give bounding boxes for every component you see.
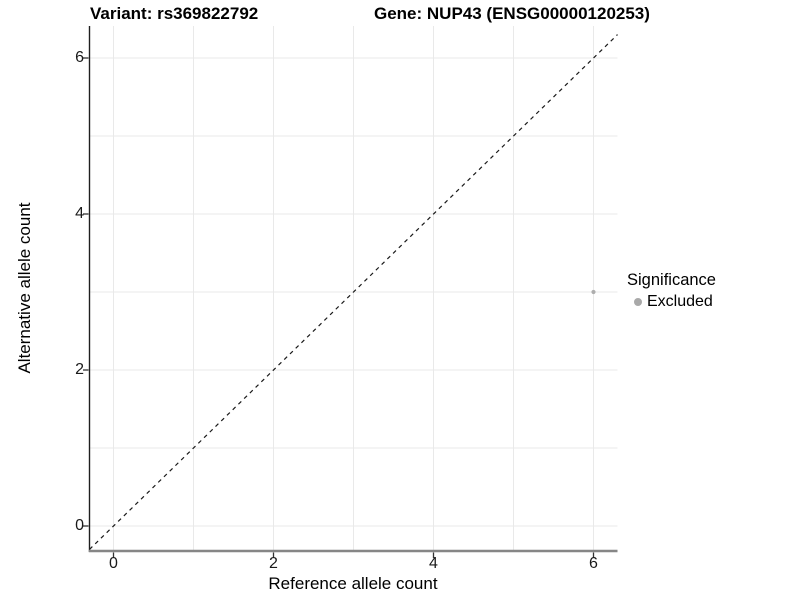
- plot-title-variant: Variant: rs369822792: [90, 4, 259, 23]
- data-point: [591, 289, 596, 295]
- x-tick-label-6: 6: [589, 555, 598, 572]
- legend-item-label: Excluded: [647, 293, 713, 310]
- x-tick-label-4: 4: [429, 555, 438, 572]
- y-tick-label-0: 0: [75, 517, 84, 534]
- y-tick-label-6: 6: [75, 49, 84, 66]
- plot-title-gene: Gene: NUP43 (ENSG00000120253): [374, 4, 650, 23]
- x-tick-label-0: 0: [109, 555, 118, 572]
- y-tick-label-2: 2: [75, 361, 84, 378]
- legend-item-excluded: Excluded: [627, 293, 716, 311]
- legend-title: Significance: [627, 271, 716, 289]
- x-tick-label-2: 2: [269, 555, 278, 572]
- y-tick-label-4: 4: [75, 205, 84, 222]
- identity-reference-line: [89, 34, 618, 550]
- legend: Significance Excluded: [627, 271, 716, 311]
- x-axis-title: Reference allele count: [268, 574, 438, 593]
- legend-dot-excluded-icon: [634, 298, 642, 306]
- y-axis-title: Alternative allele count: [15, 202, 34, 374]
